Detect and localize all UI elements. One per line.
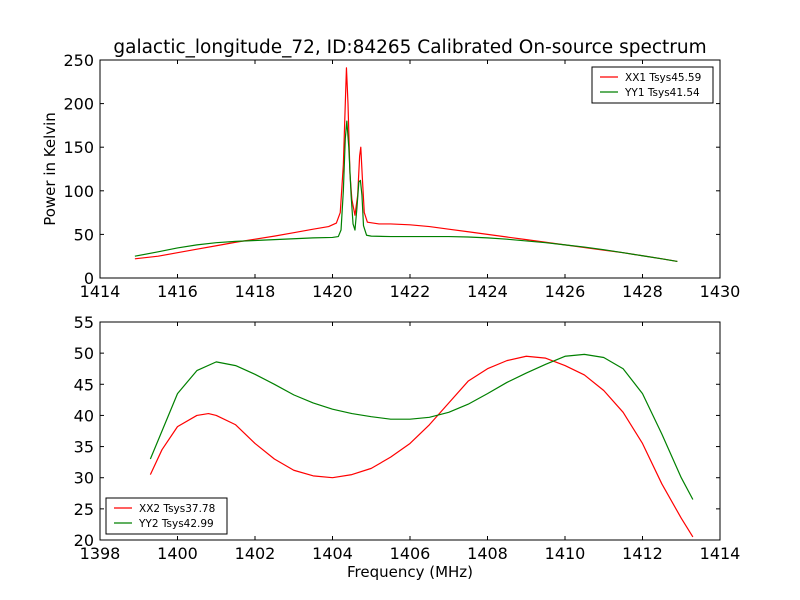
y-axis-label: Power in Kelvin	[41, 112, 59, 226]
top-x-tick-label: 1424	[467, 282, 508, 301]
bottom-x-tick-label: 1414	[700, 544, 741, 563]
bottom-y-tick-label: 25	[74, 500, 94, 519]
bottom-x-tick-label: 1406	[390, 544, 431, 563]
figure-title: galactic_longitude_72, ID:84265 Calibrat…	[113, 37, 706, 58]
top-x-tick-label: 1416	[157, 282, 198, 301]
bottom-legend: XX2 Tsys37.78 YY2 Tsys42.99	[105, 497, 228, 535]
top-y-tick-label: 150	[63, 138, 94, 157]
top-y-tick-label: 250	[63, 51, 94, 70]
bottom-x-tick-label: 1410	[545, 544, 586, 563]
top-legend: XX1 Tsys45.59 YY1 Tsys41.54	[591, 66, 714, 104]
top-y-tick-label: 0	[84, 269, 94, 288]
bottom-series-line-2	[149, 353, 694, 500]
legend-box	[105, 497, 228, 535]
bottom-y-tick-label: 50	[74, 344, 94, 363]
top-x-tick-label: 1422	[390, 282, 431, 301]
legend-entry-label: XX1 Tsys45.59	[625, 72, 701, 84]
top-x-tick-label: 1420	[312, 282, 353, 301]
legend-entry-label: YY2 Tsys42.99	[138, 518, 214, 530]
bottom-y-tick-label: 35	[74, 438, 94, 457]
bottom-spectrum-panel: 1398 1400 1402 1404 1406 1408 1410 1412 1414 20 25…	[74, 313, 741, 563]
top-y-tick-label: 50	[74, 225, 94, 244]
x-axis-label: Frequency (MHz)	[347, 563, 473, 581]
bottom-y-tick-label: 20	[74, 531, 94, 550]
top-x-tick-label: 1418	[235, 282, 276, 301]
bottom-x-tick-label: 1402	[235, 544, 276, 563]
top-y-tick-label: 100	[63, 182, 94, 201]
top-x-tick-label: 1430	[700, 282, 741, 301]
legend-entry-label: YY1 Tsys41.54	[624, 87, 700, 99]
bottom-y-tick-label: 30	[74, 469, 94, 488]
top-series-line-2	[134, 120, 678, 263]
bottom-y-tick-label: 40	[74, 406, 94, 425]
top-spectrum-panel: 1414 1416 1418 1420 1422 1424 1426 1428 1430 0 50 1…	[63, 51, 740, 301]
top-x-tick-label: 1428	[622, 282, 663, 301]
top-x-tick-label: 1426	[545, 282, 586, 301]
bottom-x-tick-label: 1408	[467, 544, 508, 563]
bottom-y-tick-label: 45	[74, 375, 94, 394]
bottom-x-tick-label: 1412	[622, 544, 663, 563]
bottom-y-tick-label: 55	[74, 313, 94, 332]
legend-entry-label: XX2 Tsys37.78	[139, 503, 215, 515]
bottom-x-tick-label: 1400	[157, 544, 198, 563]
top-x-tick-label: 1414	[80, 282, 121, 301]
legend-box	[591, 66, 714, 104]
top-y-tick-label: 200	[63, 95, 94, 114]
bottom-x-tick-label: 1404	[312, 544, 353, 563]
bottom-x-tick-label: 1398	[80, 544, 121, 563]
bottom-series-line-1	[149, 355, 694, 538]
